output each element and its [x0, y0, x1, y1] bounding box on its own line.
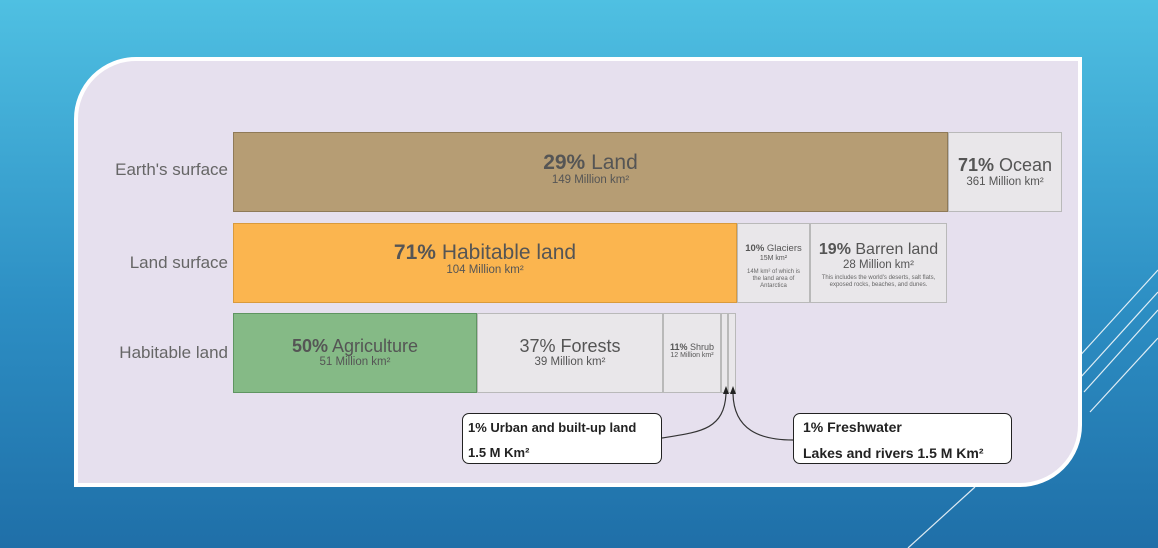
callout-freshwater-line2: Lakes and rivers 1.5 M Km² [803, 445, 984, 461]
bar-habitable-area: 104 Million km² [446, 264, 524, 276]
callout-freshwater: 1% Freshwater Lakes and rivers 1.5 M Km² [793, 413, 1012, 464]
bar-ocean-area: 361 Million km² [966, 176, 1044, 188]
bar-ocean-percent: 71 [957, 155, 978, 175]
bar-habitable: 71% Habitable land 104 Million km² [233, 223, 737, 303]
callout-urban-line1: 1% Urban and built-up land [468, 420, 637, 435]
bar-glaciers-note: 14M km² of which is the land area of Ant… [746, 269, 800, 289]
bar-forests-label: Forests [560, 336, 621, 356]
bar-agriculture-area: 51 Million km² [319, 356, 391, 368]
bar-shrub-area: 12 Million km² [670, 352, 714, 359]
row-label-earth-surface: Earth's surface [115, 160, 228, 179]
bar-shrub: 11% Shrub 12 Million km² [663, 313, 721, 393]
bar-ocean-label: Ocean [999, 155, 1053, 175]
bar-glaciers-percent: 10 [745, 243, 756, 254]
callout-freshwater-line1: 1% Freshwater [803, 419, 902, 435]
row-label-land-surface: Land surface [129, 253, 228, 272]
bar-shrub-label: Shrub [690, 342, 715, 352]
bar-habitable-percent: 71 [393, 241, 418, 264]
callout-urban: 1% Urban and built-up land 1.5 M Km² [462, 413, 662, 464]
bar-barren: 19% Barren land 28 Million km² This incl… [810, 223, 947, 303]
bar-glaciers-label: Glaciers [766, 243, 802, 254]
bar-land-area: 149 Million km² [551, 174, 630, 186]
bar-land-label: Land [591, 151, 638, 174]
bar-barren-label: Barren land [855, 241, 939, 258]
bar-barren-area: 28 Million km² [843, 259, 914, 271]
bar-glaciers: 10% Glaciers 15M km² 14M km² of which is… [737, 223, 810, 303]
bar-barren-note: This includes the world's deserts, salt … [821, 275, 936, 288]
bar-habitable-label: Habitable land [441, 241, 577, 264]
bar-forests-area: 39 Million km² [534, 356, 606, 368]
bar-shrub-percent: 11 [669, 342, 680, 352]
bar-agriculture-percent: 50 [291, 336, 312, 356]
row-label-habitable-land: Habitable land [119, 343, 228, 362]
bar-glaciers-area: 15M km² [759, 255, 788, 262]
bar-agriculture-label: Agriculture [332, 336, 419, 356]
bar-agriculture: 50% Agriculture 51 Million km² [233, 313, 477, 393]
bar-land-percent: 29 [543, 151, 567, 174]
callout-urban-line2: 1.5 M Km² [468, 445, 530, 460]
bar-barren-percent: 19 [818, 241, 837, 258]
bar-forests-percent: 37 [519, 336, 540, 356]
bar-land: 29% Land 149 Million km² [233, 132, 948, 212]
bar-ocean: 71% Ocean 361 Million km² [948, 132, 1062, 212]
bar-forests: 37% Forests 39 Million km² [477, 313, 663, 393]
